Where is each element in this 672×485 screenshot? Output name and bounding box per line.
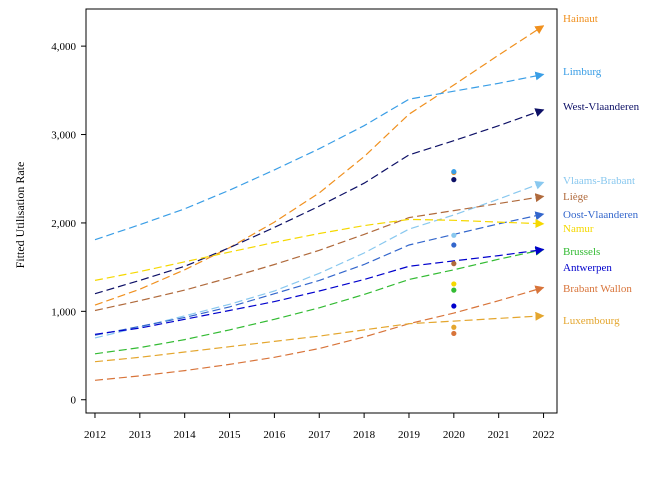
series-label-vlaams-brabant: Vlaams-Brabant	[563, 175, 635, 187]
series-label-brussels: Brussels	[563, 246, 600, 258]
observed-point-limburg	[451, 169, 457, 175]
observed-point-namur	[451, 281, 457, 287]
x-tick-label: 2012	[84, 429, 106, 441]
series-label-oost-vlaanderen: Oost-Vlaanderen	[563, 209, 639, 221]
series-line-antwerpen	[94, 246, 545, 335]
x-tick-label: 2019	[398, 429, 421, 441]
series-line-li-ge	[94, 193, 545, 312]
observed-point-antwerpen	[451, 303, 457, 309]
series-line-vlaams-brabant	[94, 180, 545, 339]
series-line-hainaut	[94, 25, 545, 306]
x-tick-label: 2017	[308, 429, 331, 441]
y-tick-label: 4,000	[51, 41, 76, 53]
plot-border	[85, 8, 558, 414]
series-label-hainaut: Hainaut	[563, 13, 598, 25]
x-tick-label: 2021	[488, 429, 510, 441]
observed-point-luxembourg	[451, 324, 457, 330]
x-tick-label: 2013	[129, 429, 152, 441]
series-label-antwerpen: Antwerpen	[563, 262, 612, 274]
observed-point-west-vlaanderen	[451, 177, 457, 183]
x-tick-label: 2018	[353, 429, 376, 441]
x-tick-label: 2014	[174, 429, 197, 441]
series-line-namur	[94, 218, 545, 281]
observed-point-brabant-wallon	[451, 330, 457, 337]
y-axis-label: Fitted Utilisation Rate	[13, 162, 27, 269]
series-label-luxembourg: Luxembourg	[563, 315, 620, 327]
series-label-limburg: Limburg	[563, 66, 602, 78]
series-line-brussels	[94, 246, 545, 355]
series-line-luxembourg	[94, 311, 545, 363]
observed-point-vlaams-brabant	[451, 232, 457, 238]
series-label-brabant-wallon: Brabant Wallon	[563, 283, 632, 295]
x-tick-label: 2020	[443, 429, 466, 441]
series-line-limburg	[94, 71, 545, 241]
series-label-west-vlaanderen: West-Vlaanderen	[563, 101, 640, 113]
series-label-namur: Namur	[563, 223, 594, 235]
series-line-oost-vlaanderen	[94, 211, 545, 336]
observed-point-brussels	[451, 287, 457, 293]
y-tick-label: 1,000	[51, 306, 76, 318]
series-line-west-vlaanderen	[94, 108, 545, 295]
x-tick-label: 2015	[219, 429, 242, 441]
x-tick-label: 2016	[263, 429, 286, 441]
y-tick-label: 0	[71, 395, 77, 407]
series-line-brabant-wallon	[94, 285, 545, 381]
x-tick-label: 2022	[533, 429, 555, 441]
y-tick-label: 2,000	[51, 218, 76, 230]
series-label-li-ge: Liège	[563, 191, 588, 203]
observed-point-oost-vlaanderen	[451, 242, 457, 248]
observed-point-li-ge	[451, 260, 457, 267]
y-tick-label: 3,000	[51, 130, 76, 142]
